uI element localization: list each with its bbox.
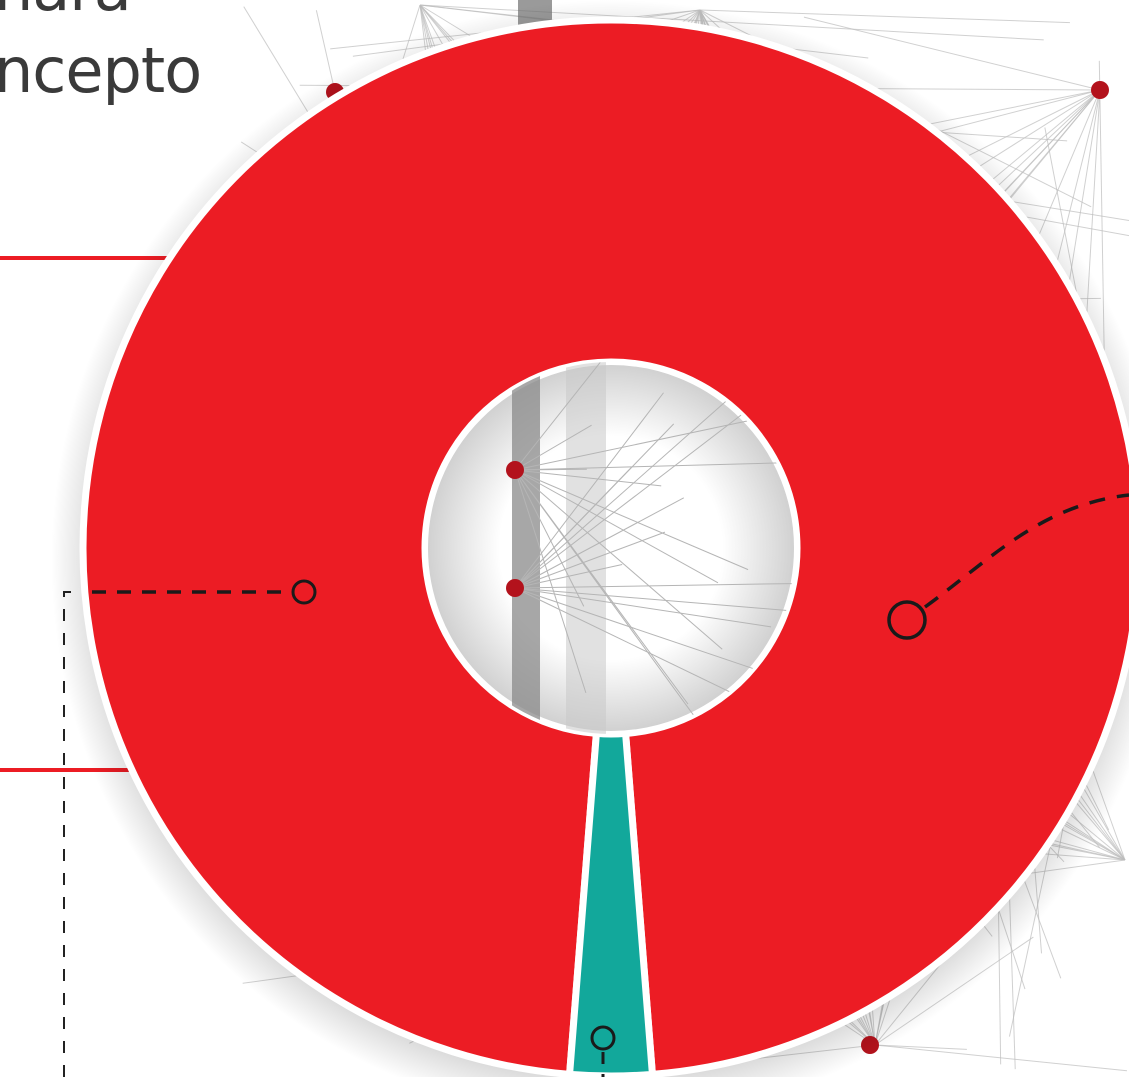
network-line (699, 9, 1070, 24)
hole-network-line (514, 469, 749, 571)
hole-network-line (514, 587, 788, 612)
hole-network-line (514, 461, 797, 471)
heading-fragment-line2: ncepto (0, 34, 202, 107)
hole-network-line (514, 469, 723, 650)
hole-network-line (514, 390, 739, 589)
marker-secondary-slice (590, 1025, 616, 1051)
marker-right (887, 600, 927, 640)
hole-network-line (514, 468, 587, 471)
hole-network-line (514, 423, 675, 589)
hole-network-line (514, 362, 601, 471)
hole-network-line (514, 564, 623, 589)
network-line (803, 16, 1101, 91)
donut-outer-rim (80, 17, 1129, 1077)
network-dot (1091, 81, 1109, 99)
slice-markers (92, 493, 1129, 1077)
heading-fragment-line1: nara (0, 0, 132, 25)
hole-network-line (514, 587, 772, 628)
hole-network-line (514, 587, 757, 671)
hole-network-line (514, 469, 587, 694)
network-line (874, 1044, 967, 1050)
hole-bar-dark (512, 362, 540, 734)
marker-left (291, 579, 317, 605)
hole-network-line (514, 469, 585, 607)
hole-dot (506, 579, 524, 597)
hole-network-line (514, 531, 666, 589)
hole-network-line (514, 417, 763, 471)
hole-network-line (514, 469, 712, 734)
marker-leader-right (923, 493, 1129, 609)
hole-network-line (514, 469, 719, 584)
hole-dot (506, 461, 524, 479)
hole-network-line (514, 583, 792, 589)
donut-hole-network (506, 362, 797, 734)
hole-network-line (514, 392, 664, 589)
hole-network-line (514, 469, 662, 487)
donut-hole (422, 359, 800, 737)
hole-network-line (514, 424, 592, 471)
